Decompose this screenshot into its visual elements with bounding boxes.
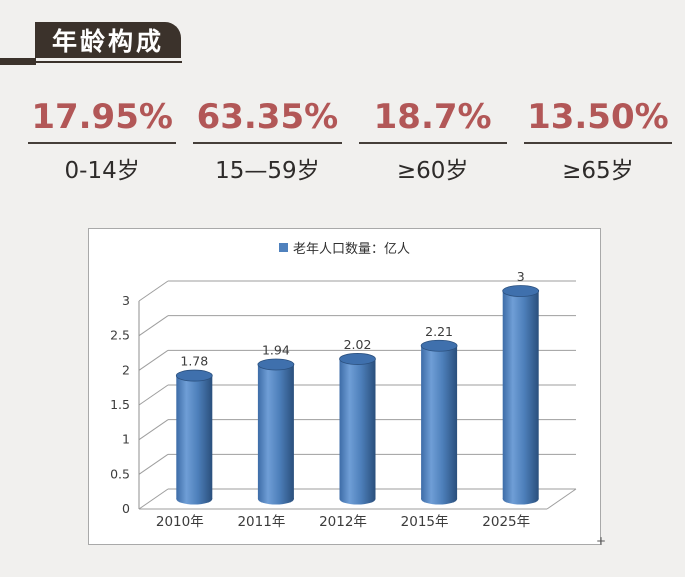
title-ribbon [0,58,36,65]
svg-text:2012年: 2012年 [319,514,367,530]
stat-60-plus: 18.7% ≥60岁 [358,97,507,185]
chart-legend: 老年人口数量：亿人 [89,238,600,257]
legend-swatch-icon [278,243,288,252]
svg-text:3: 3 [517,269,525,284]
svg-text:0.5: 0.5 [110,466,130,481]
svg-text:2025年: 2025年 [482,514,530,530]
stat-label: 0-14岁 [64,158,140,185]
stat-value: 13.50% [527,97,669,137]
stat-divider [193,142,342,145]
svg-text:2: 2 [122,362,130,377]
svg-text:2010年: 2010年 [156,514,204,530]
elderly-population-chart: 1.78 1.94 2.02 2.21 3 0 0.5 1 1.5 2 2.5 3 2010年 2011年… [88,228,606,547]
stat-0-14: 17.95% 0-14岁 [28,97,177,185]
resize-handle[interactable]: + [595,534,606,548]
stat-15-59: 63.35% 15—59岁 [193,97,342,185]
svg-text:2015年: 2015年 [401,514,449,530]
svg-text:1: 1 [122,432,130,447]
stat-65-plus: 13.50% ≥65岁 [523,97,672,185]
svg-text:2.02: 2.02 [344,337,372,352]
legend-label: 老年人口数量：亿人 [292,242,410,257]
age-chart-canvas: 1.78 1.94 2.02 2.21 3 0 0.5 1 1.5 2 2.5 3 2010年 2011年… [110,269,577,530]
title-underline [35,61,182,63]
stat-value: 18.7% [373,97,492,137]
stat-divider [28,142,177,145]
age-stats-row: 17.95% 0-14岁 63.35% 15—59岁 18.7% ≥60岁 13… [28,97,672,185]
page-title: 年龄构成 [35,22,181,58]
stat-value: 17.95% [31,97,173,137]
svg-text:2011年: 2011年 [237,514,285,530]
svg-text:0: 0 [122,501,130,516]
stat-label: 15—59岁 [215,158,320,185]
svg-text:2.21: 2.21 [425,324,453,339]
stat-divider [358,142,507,145]
svg-text:1.5: 1.5 [110,397,130,412]
svg-text:1.94: 1.94 [262,342,290,357]
stat-label: ≥60岁 [396,158,469,185]
svg-text:2.5: 2.5 [110,328,130,343]
svg-text:1.78: 1.78 [180,354,208,369]
stat-value: 63.35% [196,97,339,137]
svg-text:3: 3 [122,293,130,308]
stat-divider [523,142,672,145]
stat-label: ≥65岁 [562,158,634,185]
